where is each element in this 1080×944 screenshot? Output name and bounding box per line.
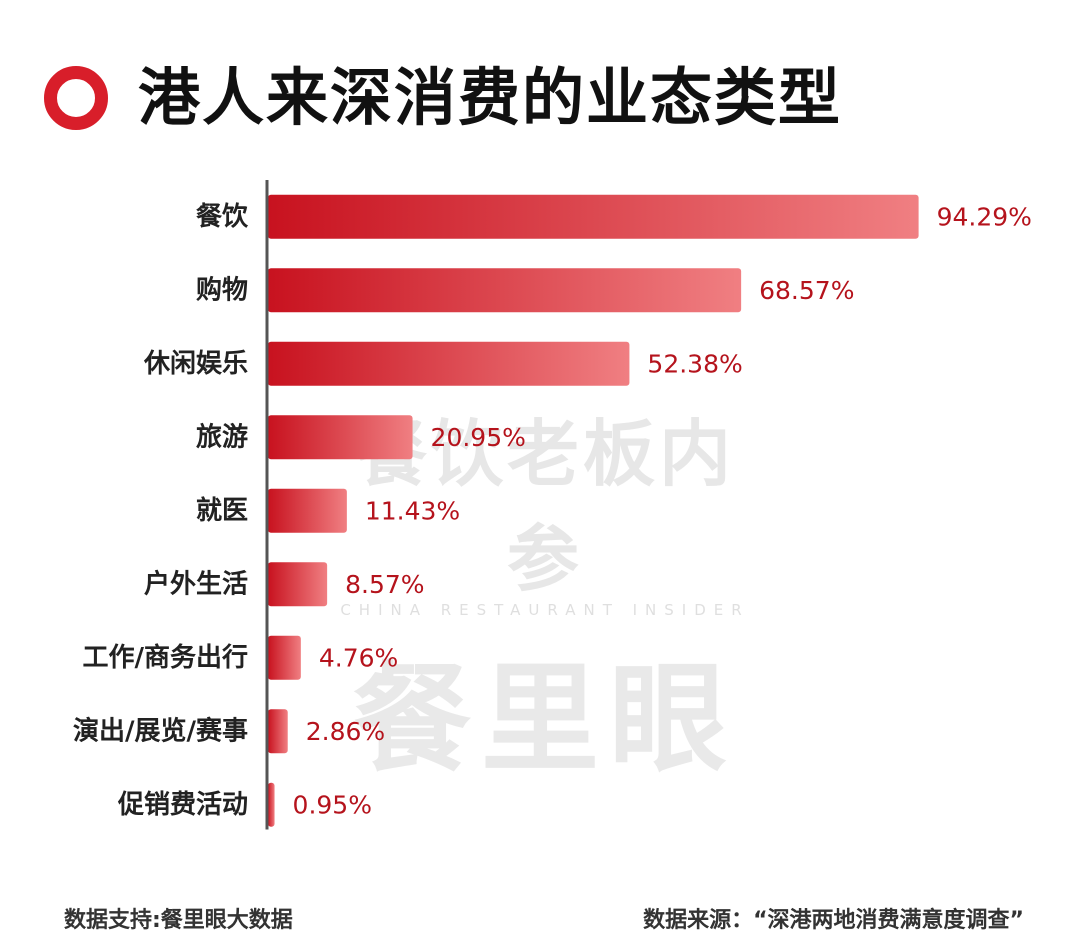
category-label: 旅游	[196, 422, 248, 452]
bar-2	[268, 268, 742, 313]
category-label: 工作/商务出行	[83, 642, 249, 673]
category-label: 购物	[196, 275, 248, 305]
bar-4	[268, 415, 413, 460]
category-label: 就医	[196, 496, 248, 526]
value-label: 8.57%	[345, 570, 424, 599]
category-label: 餐饮	[196, 202, 249, 232]
title-row: 港人来深消费的业态类型	[44, 62, 842, 134]
value-label: 0.95%	[293, 790, 372, 819]
bar-1	[268, 194, 919, 239]
bar-9	[268, 782, 275, 827]
value-label: 4.76%	[319, 643, 398, 672]
bar-3	[268, 341, 630, 386]
value-label: 94.29%	[937, 202, 1032, 231]
category-label: 休闲娱乐	[143, 349, 248, 379]
bar-7	[268, 635, 301, 680]
bar-8	[268, 709, 288, 754]
footer-data-source: 数据来源：“深港两地消费满意度调查”	[643, 908, 1024, 933]
category-label: 户外生活	[144, 568, 248, 599]
chart-title: 港人来深消费的业态类型	[138, 61, 843, 134]
category-label: 演出/展览/赛事	[73, 715, 248, 746]
footer-data-support: 数据支持:餐里眼大数据	[64, 908, 293, 933]
value-label: 2.86%	[306, 717, 385, 746]
value-label: 11.43%	[365, 496, 460, 525]
value-label: 52.38%	[647, 349, 742, 378]
bar-6	[268, 562, 328, 607]
bar-5	[268, 488, 347, 533]
value-label: 68.57%	[759, 276, 854, 305]
value-label: 20.95%	[431, 423, 526, 452]
category-label: 促销费活动	[117, 790, 248, 820]
